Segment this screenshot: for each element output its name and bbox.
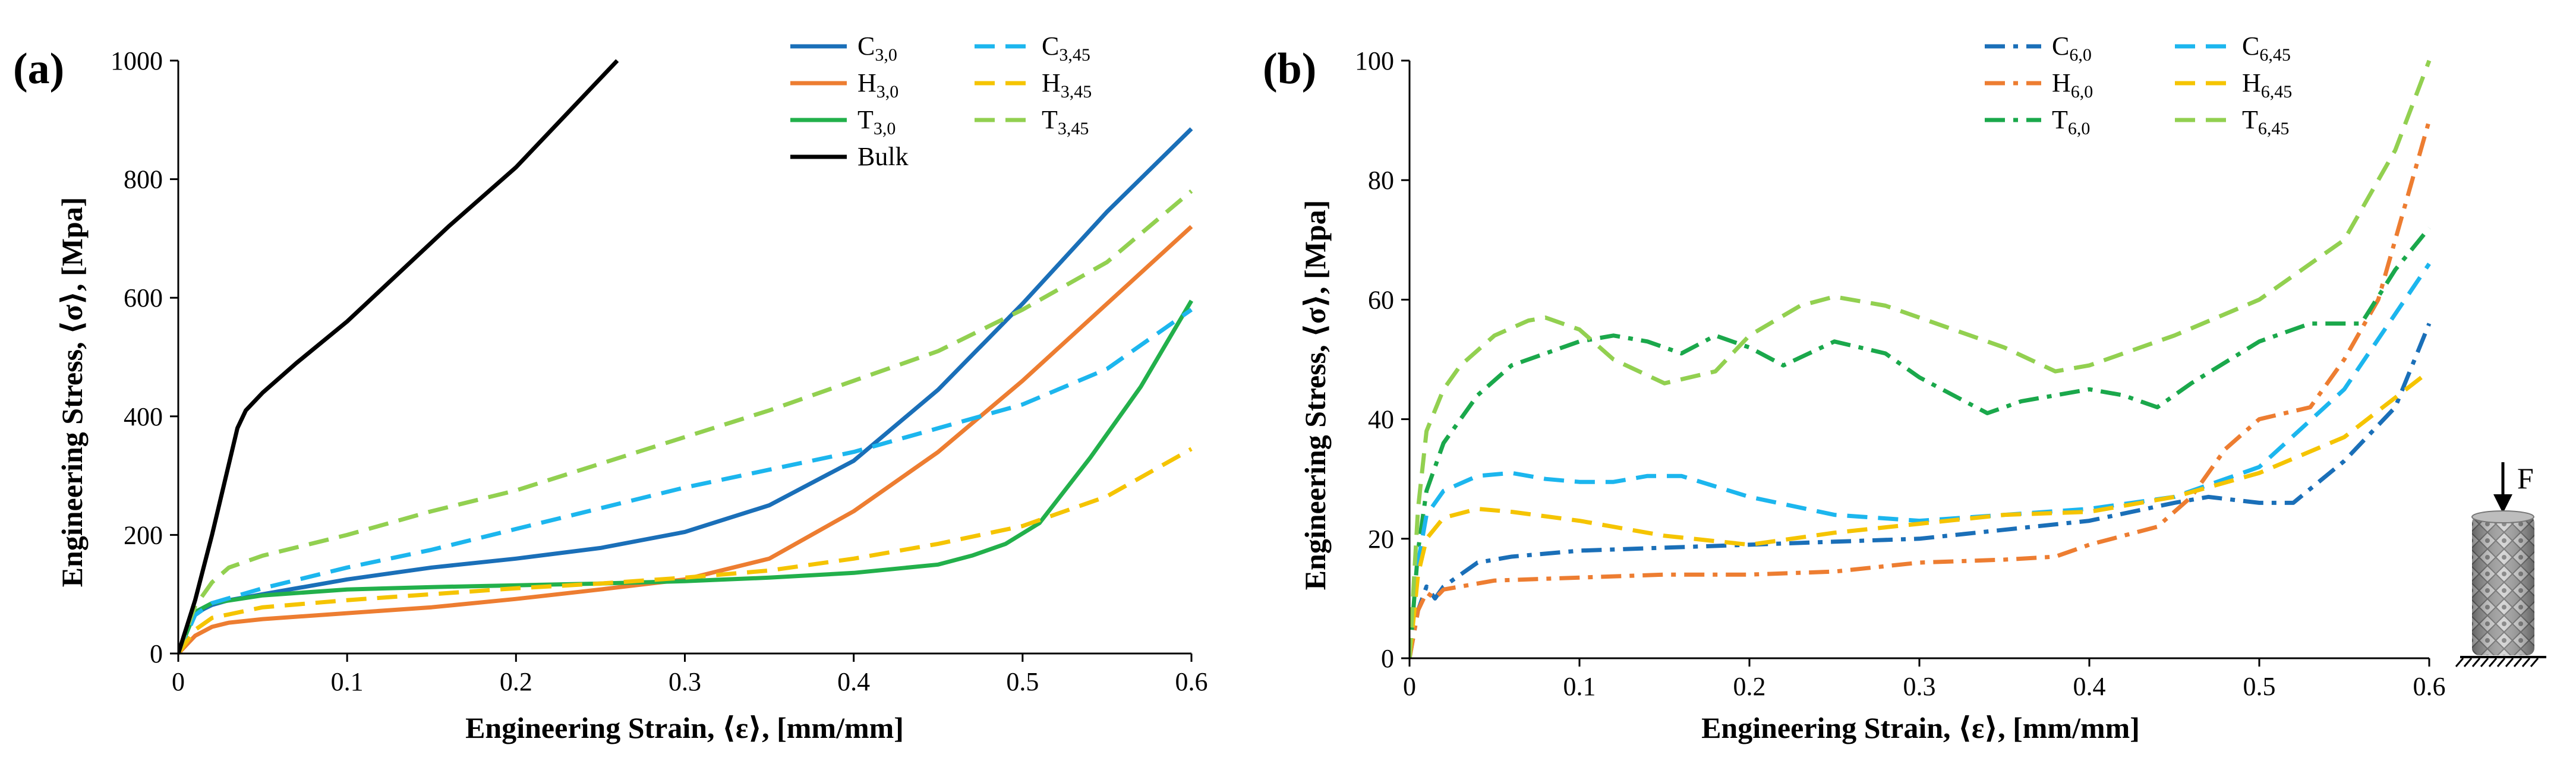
panel-b-label: (b) [1263, 45, 1316, 93]
panel-b-legend-item: T6,45 [2175, 105, 2289, 138]
legend-label: C6,0 [2052, 31, 2092, 65]
panel-a-legend-item: C3,45 [975, 31, 1090, 65]
panel-a-y-tick-label: 200 [124, 520, 163, 550]
panel-b-series-line-t6-45 [1410, 59, 2432, 659]
panel-b-x-axis-title: Engineering Strain, ⟨ε⟩, [mm/mm] [1701, 711, 2140, 744]
panel-b-x-tick-label: 0.1 [1563, 672, 1596, 701]
legend-label: T6,45 [2242, 105, 2289, 138]
panel-b-x-tick-label: 0.5 [2243, 672, 2276, 701]
panel-b-x-tick-label: 0.2 [1733, 672, 1766, 701]
panel-a-series-line-h3-45 [178, 447, 1193, 655]
ground-hatch-mark [2463, 658, 2473, 667]
panel-b-chart: 0 0.1 0.2 0.3 0.4 0.5 0.6 0 20 40 60 80 100 (b) Engi… [1263, 31, 2446, 744]
panel-a-x-tick-label: 0.4 [837, 667, 870, 696]
panel-b-x-tick-label: 0 [1403, 672, 1416, 701]
panel-a-legend-item: T3,45 [975, 105, 1089, 138]
panel-b-x-tick-label: 0.4 [2073, 672, 2106, 701]
panel-a-label: (a) [13, 45, 64, 93]
legend-label: H6,0 [2052, 68, 2093, 102]
panel-b-y-tick-label: 60 [1368, 285, 1394, 314]
legend-label: T3,0 [857, 105, 896, 138]
panel-b-y-tick-label: 100 [1355, 46, 1394, 75]
panel-a-series-line-bulk [178, 59, 619, 655]
panel-b-y-axis-title: Engineering Stress, ⟨σ⟩, [Mpa] [1298, 200, 1332, 591]
panel-a-x-tick-label: 0.6 [1175, 667, 1208, 696]
panel-a-y-tick-label: 1000 [111, 46, 163, 75]
ground-hatch-mark [2488, 658, 2498, 667]
ground-hatch-mark [2471, 658, 2481, 667]
panel-a-chart: 0 0.1 0.2 0.3 0.4 0.5 0.6 0 200 400 600 800 1000 (a)… [13, 31, 1208, 744]
panel-a-legend-item: T3,0 [790, 105, 896, 138]
ground-hatch-mark [2513, 658, 2523, 667]
panel-a-series-group [178, 59, 1194, 655]
panel-a-axes [177, 61, 1191, 655]
panel-a-ticks: 0 0.1 0.2 0.3 0.4 0.5 0.6 0 200 400 600 800 1000 [111, 46, 1208, 696]
panel-a-series-line-t3-45 [178, 189, 1193, 655]
legend-label: H3,45 [1042, 68, 1092, 102]
panel-b-legend-item: T6,0 [1985, 105, 2090, 138]
panel-a-series-line-c3-0 [178, 127, 1193, 655]
legend-label: H3,0 [857, 68, 898, 102]
panel-a-x-tick-label: 0 [172, 667, 185, 696]
panel-b-series-line-h6-0 [1410, 119, 2432, 659]
legend-label: Bulk [857, 142, 909, 171]
lattice-cylinder-shading [2472, 516, 2534, 655]
panel-a-x-axis-title: Engineering Strain, ⟨ε⟩, [mm/mm] [465, 711, 904, 744]
ground-hatch-mark [2530, 658, 2539, 667]
legend-label: C3,0 [857, 31, 897, 65]
legend-label: T6,0 [2052, 105, 2090, 138]
ground-hatch [2455, 658, 2539, 667]
panel-a-series-line-c3-45 [178, 308, 1193, 655]
panel-b-ticks: 0 0.1 0.2 0.3 0.4 0.5 0.6 0 20 40 60 80 100 [1355, 46, 2446, 701]
panel-b-legend-item: H6,45 [2175, 68, 2292, 102]
force-label: F [2517, 462, 2534, 495]
panel-b-legend-item: C6,0 [1985, 31, 2092, 65]
panel-b-legend-item: C6,45 [2175, 31, 2291, 65]
panel-a-series-line-t3-0 [178, 299, 1194, 655]
panel-b-y-tick-label: 80 [1368, 166, 1394, 195]
panel-a-legend-item: H3,0 [790, 68, 898, 102]
ground-hatch-mark [2455, 658, 2464, 667]
panel-b-series-line-c6-0 [1410, 323, 2432, 659]
panel-b-y-tick-label: 0 [1381, 644, 1394, 673]
panel-b-series-line-h6-45 [1410, 370, 2431, 659]
panel-b-axes [1408, 61, 2429, 659]
ground-hatch-mark [2505, 658, 2514, 667]
panel-a-x-tick-label: 0.5 [1006, 667, 1039, 696]
panel-b-x-tick-label: 0.6 [2413, 672, 2446, 701]
lattice-specimen-inset: F [2455, 462, 2546, 667]
ground-hatch-mark [2496, 658, 2506, 667]
panel-b-x-tick-label: 0.3 [1903, 672, 1936, 701]
panel-a-legend-item: H3,45 [975, 68, 1092, 102]
panel-a-legend-item: Bulk [790, 142, 909, 171]
panel-b-legend-item: H6,0 [1985, 68, 2093, 102]
panel-b-y-tick-label: 20 [1368, 525, 1394, 554]
ground-hatch-mark [2480, 658, 2489, 667]
panel-a-legend-item: C3,0 [790, 31, 897, 65]
panel-a-y-tick-label: 0 [150, 639, 163, 668]
lattice-cylinder-top [2471, 510, 2534, 523]
legend-label: H6,45 [2242, 68, 2292, 102]
panel-a-x-tick-label: 0.2 [500, 667, 532, 696]
panel-a-y-tick-label: 800 [124, 165, 163, 194]
panel-a-y-tick-label: 400 [124, 402, 163, 431]
legend-label: T3,45 [1042, 105, 1089, 138]
panel-a-y-tick-label: 600 [124, 283, 163, 312]
panel-a-x-tick-label: 0.3 [669, 667, 701, 696]
legend-label: C3,45 [1042, 31, 1090, 65]
panel-a-y-axis-title: Engineering Stress, ⟨σ⟩, [Mpa] [55, 197, 89, 588]
panel-a-x-tick-label: 0.1 [331, 667, 364, 696]
panel-b-series-line-t6-0 [1410, 226, 2431, 659]
force-arrow-head [2493, 494, 2512, 513]
ground-hatch-mark [2521, 658, 2531, 667]
legend-label: C6,45 [2242, 31, 2291, 65]
panel-b-series-group [1410, 59, 2432, 659]
panel-b-y-tick-label: 40 [1368, 405, 1394, 434]
